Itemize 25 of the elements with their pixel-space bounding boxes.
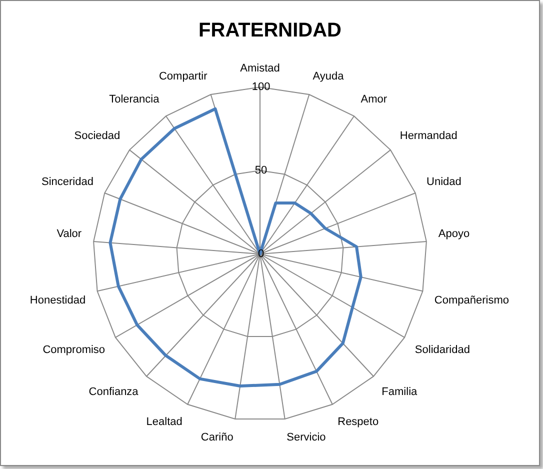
spoke-label: Valor (56, 228, 82, 240)
spoke-label: Familia (382, 386, 418, 398)
chart-title: FRATERNIDAD (198, 20, 342, 42)
spoke-label: Confianza (88, 386, 140, 398)
spoke-label: Sociedad (74, 130, 120, 142)
spoke-label: Hermandad (400, 130, 458, 142)
spoke-label: Servicio (286, 432, 326, 444)
y-tick-label: 100 (252, 81, 270, 94)
spoke-label: Sinceridad (41, 176, 94, 188)
spoke-label: Compromiso (42, 344, 106, 356)
spoke-label: Lealtad (146, 416, 182, 428)
spoke-label: Compartir (158, 70, 208, 82)
spoke-label: Cariño (200, 432, 234, 444)
spoke-label: Solidaridad (414, 344, 470, 356)
spoke-label: Unidad (426, 176, 462, 188)
spoke-label: Amistad (240, 62, 280, 75)
spoke-label: Honestidad (30, 294, 86, 306)
spoke-label: Tolerancia (109, 94, 160, 106)
spoke-label: Amor (360, 94, 388, 106)
y-tick-label: 50 (254, 164, 268, 177)
spoke-label: Compañerismo (434, 294, 510, 306)
spoke-label: Respeto (338, 416, 379, 428)
spoke-label: Ayuda (312, 70, 345, 82)
y-tick-label: 0 (258, 248, 264, 260)
spoke-label: Apoyo (438, 228, 470, 240)
